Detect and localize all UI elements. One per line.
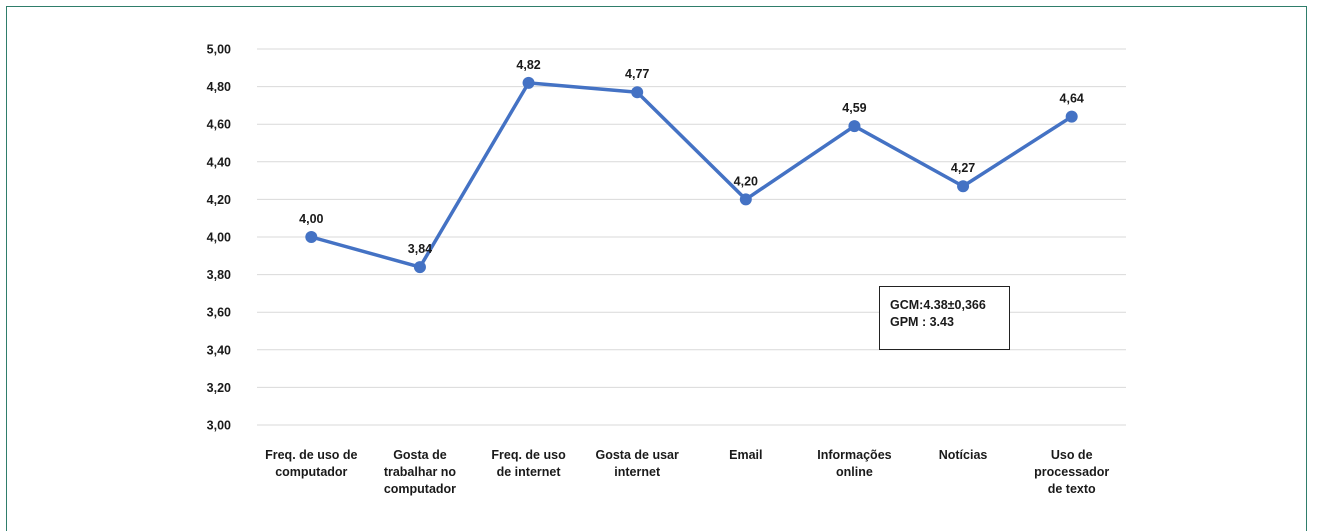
x-category-label-line: de texto [1048, 482, 1096, 496]
series-line [309, 81, 1074, 269]
data-point [305, 231, 318, 243]
x-category-label: Notícias [939, 448, 988, 462]
data-point [1065, 110, 1078, 123]
y-tick-label: 3,20 [207, 381, 231, 395]
data-label: 3,84 [408, 242, 432, 256]
x-category-label: Freq. de uso de computador [265, 448, 357, 479]
x-category-label-line: Gosta de usar [596, 448, 679, 462]
x-category-label-line: Uso de [1051, 448, 1093, 462]
y-tick-label: 4,00 [207, 231, 231, 245]
data-label: 4,27 [951, 161, 975, 175]
y-tick-label: 4,40 [207, 155, 231, 169]
data-point [413, 261, 426, 274]
x-category-label-line: internet [614, 465, 661, 479]
data-point [739, 193, 752, 206]
figure-frame [6, 6, 1307, 531]
x-category-label-line: processador [1034, 465, 1109, 479]
data-label: 4,64 [1060, 92, 1084, 106]
x-category-label: Uso de processador de texto [1034, 448, 1109, 496]
stats-annotation-box: GCM:4.38±0,366 GPM : 3.43 [879, 286, 1010, 350]
x-category-label-line: Informações [817, 448, 891, 462]
x-category-label-line: Notícias [939, 448, 988, 462]
y-tick-label: 3,60 [207, 306, 231, 320]
annotation-gpm: GPM : 3.43 [890, 315, 954, 329]
x-category-label-line: computador [384, 482, 456, 496]
annotation-gcm: GCM:4.38±0,366 [890, 298, 986, 312]
x-category-label-line: Freq. de uso de [265, 448, 357, 462]
x-category-label-line: trabalhar no [384, 465, 457, 479]
data-label: 4,59 [842, 101, 866, 115]
y-tick-label: 4,20 [207, 193, 231, 207]
x-category-label: Informações online [817, 448, 891, 479]
x-category-label: Email [729, 448, 762, 462]
x-category-label-line: Freq. de uso [491, 448, 566, 462]
x-category-label-line: de internet [497, 465, 562, 479]
x-category-label-line: Gosta de [393, 448, 447, 462]
x-category-label-line: Email [729, 448, 762, 462]
data-point [631, 86, 644, 99]
x-category-label: Gosta de usar internet [596, 448, 679, 479]
x-category-label: Gosta de trabalhar no computador [384, 448, 457, 496]
x-category-label-line: computador [275, 465, 347, 479]
data-label: 4,20 [734, 174, 758, 188]
data-label: 4,00 [299, 212, 323, 226]
y-tick-label: 3,00 [207, 419, 231, 433]
y-tick-label: 3,40 [207, 343, 231, 357]
x-category-label: Freq. de uso de internet [491, 448, 566, 479]
data-label: 4,77 [625, 67, 649, 81]
data-label: 4,82 [516, 58, 540, 72]
y-tick-label: 3,80 [207, 268, 231, 282]
y-tick-label: 5,00 [207, 43, 231, 57]
y-tick-label: 4,80 [207, 80, 231, 94]
data-point [522, 76, 535, 89]
y-tick-label: 4,60 [207, 118, 231, 132]
data-point [848, 120, 861, 133]
x-category-label-line: online [836, 465, 873, 479]
data-point [957, 180, 970, 193]
